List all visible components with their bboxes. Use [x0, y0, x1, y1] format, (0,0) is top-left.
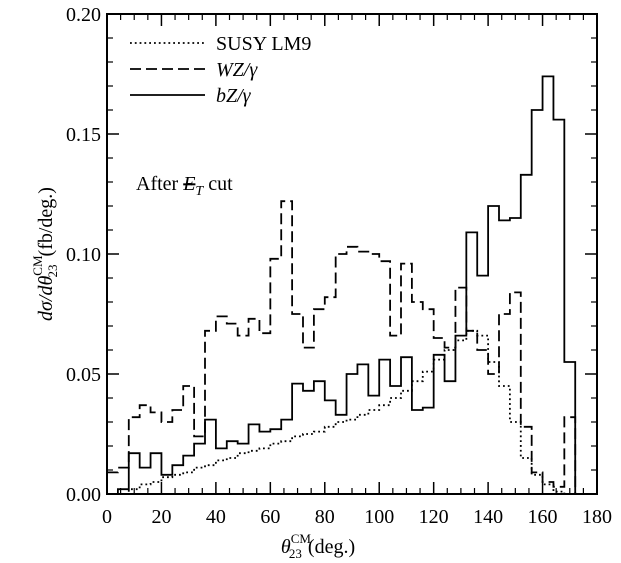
- x-axis-unit: (deg.): [308, 536, 355, 558]
- x-axis-sub: 23: [289, 546, 302, 561]
- x-axis-title: θCM 23 (deg.): [281, 531, 355, 561]
- annotation-pre: After: [136, 173, 183, 195]
- series-line-bz-gamma: [107, 75, 597, 495]
- legend-label-wz: WZ/γ: [216, 59, 258, 81]
- y-axis-pre: dσ/dθ: [35, 276, 57, 321]
- y-axis-sup: CM: [30, 255, 45, 276]
- y-tick-label: 0.20: [66, 4, 101, 26]
- plot-frame: [106, 13, 598, 495]
- x-tick-label: 20: [151, 506, 171, 528]
- x-tick-label: 60: [260, 506, 280, 528]
- x-tick-label: 120: [419, 506, 449, 528]
- series-layer: [107, 75, 597, 495]
- plot-border: [106, 13, 598, 495]
- x-axis-symbol: θ: [281, 536, 291, 558]
- axis-ticks: [106, 13, 598, 495]
- annotation-post: cut: [203, 173, 233, 195]
- legend: SUSY LM9 WZ/γ bZ/γ: [130, 33, 311, 107]
- series-line-susy-lm9: [107, 329, 597, 495]
- y-tick-label: 0.00: [66, 484, 101, 506]
- annotation: After ET cut: [136, 173, 233, 199]
- legend-label-susy: SUSY LM9: [216, 33, 311, 55]
- y-tick-label: 0.05: [66, 364, 101, 386]
- x-tick-label: 140: [473, 506, 503, 528]
- x-tick-label: 100: [364, 506, 394, 528]
- x-tick-label: 180: [582, 506, 612, 528]
- x-tick-label: 0: [102, 506, 112, 528]
- x-axis-sup: CM: [291, 531, 312, 546]
- y-tick-label: 0.15: [66, 124, 101, 146]
- x-tick-label: 80: [315, 506, 335, 528]
- y-tick-label: 0.10: [66, 244, 101, 266]
- y-axis-sub: 23: [45, 264, 60, 277]
- y-axis-title: dσ/dθCM23 (fb/deg.): [30, 187, 60, 321]
- x-tick-label: 160: [528, 506, 558, 528]
- y-axis-unit: (fb/deg.): [35, 187, 57, 256]
- tick-labels: 0 20 40 60 80 100 120 140 160 180 0.00 0.05 0.10 0.15…: [66, 4, 612, 528]
- series-line-wz-gamma: [107, 200, 597, 495]
- annotation-sub: T: [195, 184, 204, 199]
- x-tick-label: 40: [206, 506, 226, 528]
- annotation-symbol: E: [182, 173, 195, 195]
- legend-label-bz: bZ/γ: [216, 85, 252, 107]
